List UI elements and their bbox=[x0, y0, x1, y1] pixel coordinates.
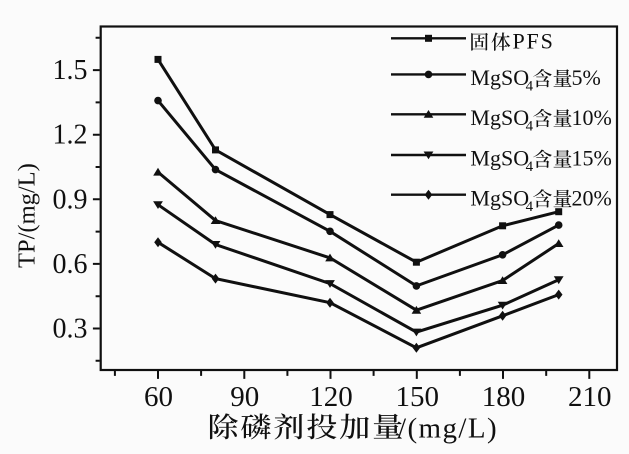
svg-text:0.3: 0.3 bbox=[53, 314, 88, 345]
svg-text:MgSO: MgSO bbox=[470, 146, 529, 171]
svg-text:MgSO: MgSO bbox=[470, 185, 529, 210]
svg-text:5%: 5% bbox=[572, 65, 601, 90]
svg-text:150: 150 bbox=[396, 381, 440, 413]
svg-text:15%: 15% bbox=[572, 146, 612, 171]
svg-text:180: 180 bbox=[482, 381, 526, 413]
svg-text:60: 60 bbox=[144, 381, 173, 413]
svg-text:0.9: 0.9 bbox=[53, 184, 88, 215]
svg-text:TP/(mg/L): TP/(mg/L) bbox=[13, 163, 40, 268]
svg-text:10%: 10% bbox=[572, 105, 612, 130]
svg-text:MgSO: MgSO bbox=[470, 105, 529, 130]
svg-text:/(mg/L): /(mg/L) bbox=[398, 413, 498, 445]
svg-text:PFS: PFS bbox=[513, 28, 555, 53]
svg-text:1.2: 1.2 bbox=[53, 120, 88, 151]
svg-text:4: 4 bbox=[526, 159, 534, 175]
svg-text:4: 4 bbox=[526, 199, 534, 215]
svg-text:MgSO: MgSO bbox=[470, 65, 529, 90]
svg-text:90: 90 bbox=[230, 381, 259, 413]
svg-text:0.6: 0.6 bbox=[53, 249, 88, 280]
svg-text:1.5: 1.5 bbox=[53, 55, 88, 86]
svg-text:20%: 20% bbox=[572, 185, 612, 210]
svg-text:210: 210 bbox=[568, 381, 612, 413]
svg-text:4: 4 bbox=[526, 118, 534, 134]
svg-text:4: 4 bbox=[526, 79, 534, 95]
svg-text:120: 120 bbox=[309, 381, 353, 413]
